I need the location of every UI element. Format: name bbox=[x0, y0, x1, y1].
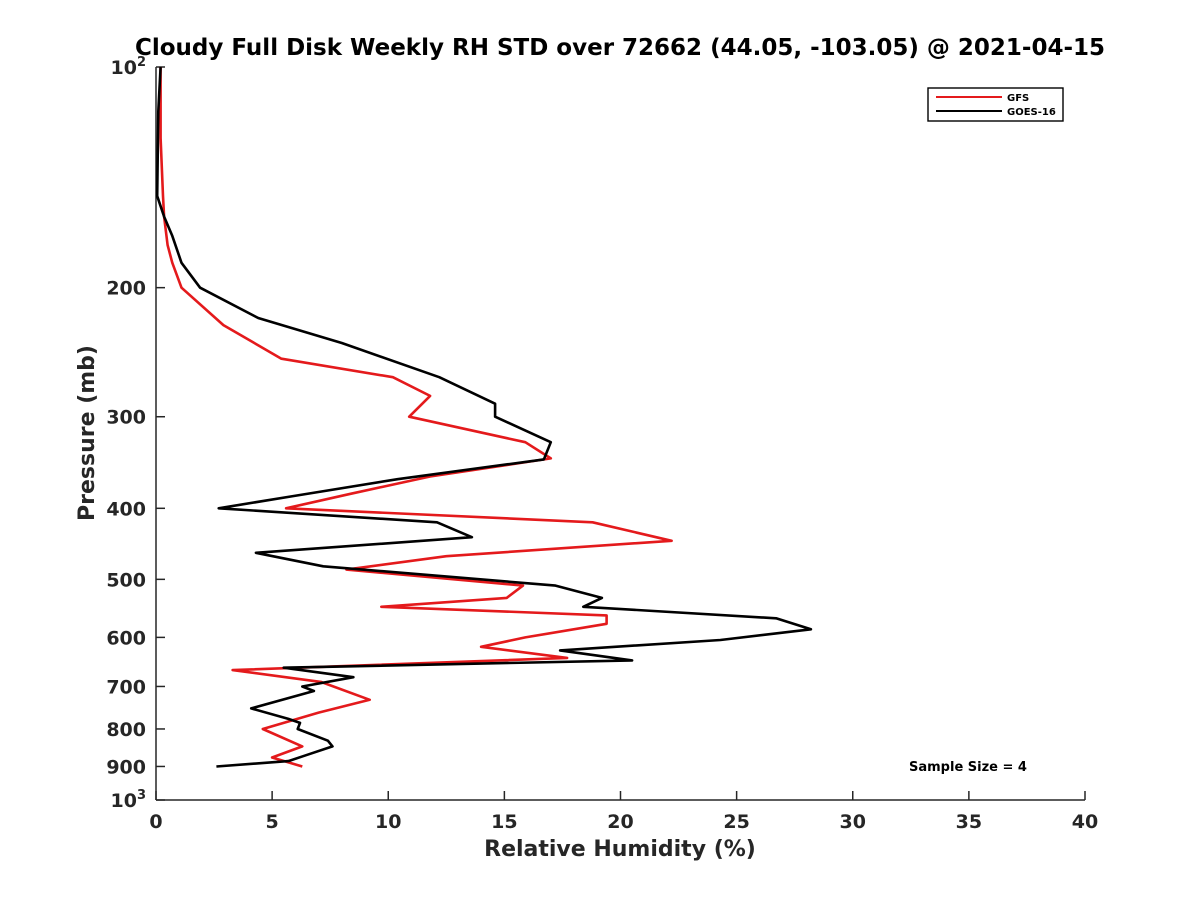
y-tick-label: 200 bbox=[106, 278, 146, 300]
series-layer bbox=[155, 66, 813, 768]
y-tick-label: 102 bbox=[111, 55, 147, 79]
x-tick-label: 0 bbox=[149, 811, 162, 833]
y-tick-label: 500 bbox=[106, 569, 146, 591]
y-axis-label: Pressure (mb) bbox=[75, 345, 100, 521]
legend-label-goes16: GOES-16 bbox=[1007, 107, 1056, 118]
y-tick-label: 600 bbox=[106, 627, 146, 649]
chart-title: Cloudy Full Disk Weekly RH STD over 7266… bbox=[135, 35, 1105, 61]
x-tick-label: 35 bbox=[956, 811, 982, 833]
x-tick-label: 10 bbox=[375, 811, 401, 833]
x-tick-label: 25 bbox=[723, 811, 749, 833]
legend-label-gfs: GFS bbox=[1007, 93, 1029, 104]
x-tick-label: 15 bbox=[491, 811, 517, 833]
legend: GFS GOES-16 bbox=[927, 87, 1064, 122]
y-tick-label: 800 bbox=[106, 719, 146, 741]
series-line-goes16 bbox=[155, 66, 813, 768]
y-tick-label: 400 bbox=[106, 498, 146, 520]
y-tick-label: 300 bbox=[106, 407, 146, 429]
sample-size-annotation: Sample Size = 4 bbox=[909, 760, 1027, 775]
x-tick-label: 20 bbox=[607, 811, 633, 833]
x-tick-label: 5 bbox=[266, 811, 279, 833]
y-tick-label: 900 bbox=[106, 756, 146, 778]
axes: 0 5 10 15 20 25 30 35 40 102 200 300 400 500 600 700 800… bbox=[106, 55, 1098, 833]
x-tick-label: 40 bbox=[1072, 811, 1098, 833]
legend-box bbox=[927, 87, 1064, 122]
y-tick-label: 700 bbox=[106, 676, 146, 698]
y-tick-label: 103 bbox=[111, 788, 147, 812]
x-tick-label: 30 bbox=[840, 811, 866, 833]
x-axis-label: Relative Humidity (%) bbox=[484, 837, 756, 862]
